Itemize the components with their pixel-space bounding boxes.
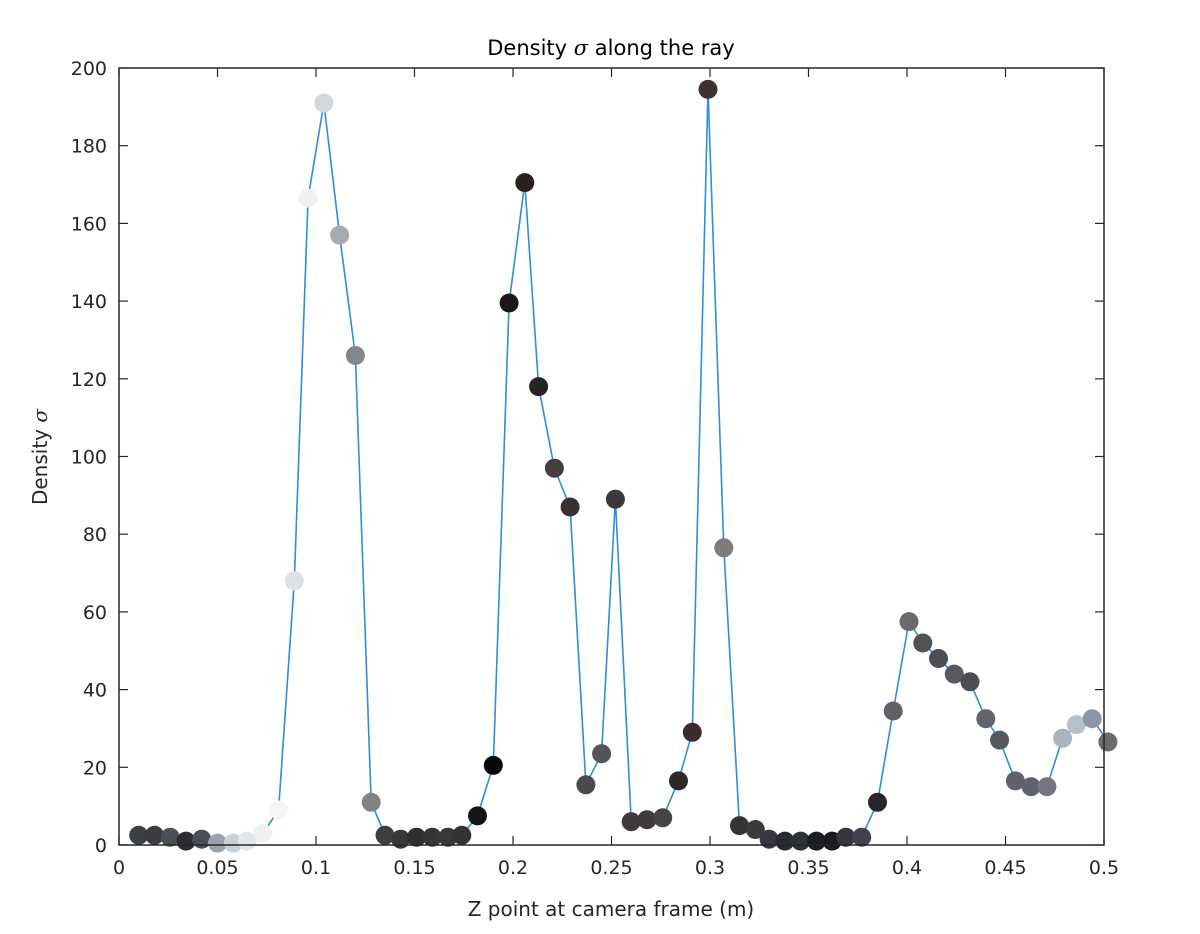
data-point <box>653 808 673 828</box>
data-point <box>560 497 580 517</box>
data-point <box>269 800 289 820</box>
data-point <box>160 827 180 847</box>
series-line <box>138 88 1109 844</box>
y-axis-title-sigma: σ <box>28 408 52 423</box>
data-point <box>529 377 549 397</box>
y-tick-label: 160 <box>71 213 107 235</box>
data-point <box>1098 732 1118 752</box>
chart-title-prefix: Density <box>487 36 574 60</box>
data-point <box>852 827 872 847</box>
y-tick-label: 60 <box>83 602 107 624</box>
data-point <box>592 744 612 764</box>
data-point <box>1037 777 1057 797</box>
data-point <box>899 612 919 632</box>
data-point <box>544 458 564 478</box>
x-tick-label: 0.05 <box>196 857 238 879</box>
data-point <box>730 816 749 836</box>
y-axis-title: Density σ <box>28 408 52 505</box>
data-point <box>253 823 273 843</box>
data-point <box>1005 771 1025 791</box>
data-point <box>929 649 948 668</box>
data-point <box>391 829 411 849</box>
data-point <box>775 831 795 851</box>
data-point <box>791 831 811 851</box>
data-point <box>759 829 779 849</box>
data-point <box>176 831 196 851</box>
data-point <box>375 825 395 845</box>
data-point <box>1021 777 1041 797</box>
chart-title: Density σ along the ray <box>487 36 734 60</box>
chart-title-sigma: σ <box>574 36 589 60</box>
y-tick-label: 120 <box>71 369 107 391</box>
data-point <box>192 829 212 849</box>
data-point <box>361 792 381 812</box>
x-tick-label: 0.1 <box>301 857 331 879</box>
data-point <box>129 825 149 845</box>
data-point <box>990 730 1010 750</box>
data-point <box>698 79 718 99</box>
data-point <box>883 701 903 721</box>
y-axis-title-prefix: Density <box>28 423 52 505</box>
x-axis-title: Z point at camera frame (m) <box>468 897 755 921</box>
data-point <box>669 771 688 791</box>
data-point <box>237 831 257 851</box>
x-axis: 0 0.05 0.1 0.15 0.2 0.25 0.3 0.35 0.4 0.45 0.5 <box>113 68 1119 879</box>
data-point <box>806 831 826 851</box>
data-point <box>468 806 487 826</box>
data-point <box>298 188 318 208</box>
y-tick-label: 140 <box>71 291 107 313</box>
data-point <box>314 93 334 113</box>
data-point <box>913 633 933 653</box>
data-point <box>576 775 596 795</box>
data-point <box>682 722 702 742</box>
data-point <box>621 812 641 832</box>
x-tick-label: 0.15 <box>393 857 435 879</box>
series-line-group <box>138 88 1109 844</box>
data-point <box>422 827 442 847</box>
data-point <box>868 792 887 812</box>
data-point <box>637 810 657 830</box>
data-point <box>836 827 856 847</box>
data-point <box>1082 709 1102 729</box>
x-tick-label: 0.2 <box>498 857 528 879</box>
y-tick-label: 80 <box>83 524 107 546</box>
y-axis: 0 20 40 60 80 100 120 140 160 180 200 <box>71 58 1104 857</box>
x-tick-label: 0.3 <box>695 857 725 879</box>
y-tick-label: 180 <box>71 136 107 158</box>
x-tick-label: 0.45 <box>984 857 1026 879</box>
data-point <box>407 827 426 847</box>
data-point <box>976 709 996 729</box>
y-tick-label: 40 <box>83 680 107 702</box>
y-tick-label: 100 <box>71 447 107 469</box>
data-point <box>1053 728 1073 748</box>
x-tick-label: 0.4 <box>892 857 922 879</box>
data-point <box>452 825 472 845</box>
x-tick-label: 0.25 <box>590 857 632 879</box>
data-point <box>345 346 365 365</box>
data-point <box>284 571 304 591</box>
data-point <box>714 538 734 558</box>
data-point <box>330 225 350 245</box>
data-point <box>145 825 164 845</box>
series-points-group <box>129 79 1118 853</box>
plot-area-frame <box>118 67 1105 846</box>
data-point <box>208 833 227 853</box>
data-point <box>605 489 625 509</box>
data-point <box>745 820 765 839</box>
y-tick-label: 0 <box>95 835 107 857</box>
y-tick-label: 200 <box>71 58 107 80</box>
data-point <box>499 293 519 313</box>
y-tick-label: 20 <box>83 757 107 779</box>
x-tick-label: 0 <box>113 857 125 879</box>
chart-title-suffix: along the ray <box>588 36 735 60</box>
data-point <box>1066 715 1086 735</box>
x-tick-label: 0.35 <box>787 857 829 879</box>
data-point <box>944 664 964 684</box>
x-tick-label: 0.5 <box>1089 857 1119 879</box>
data-point <box>515 173 535 193</box>
data-point <box>960 672 980 692</box>
data-point <box>483 755 503 775</box>
